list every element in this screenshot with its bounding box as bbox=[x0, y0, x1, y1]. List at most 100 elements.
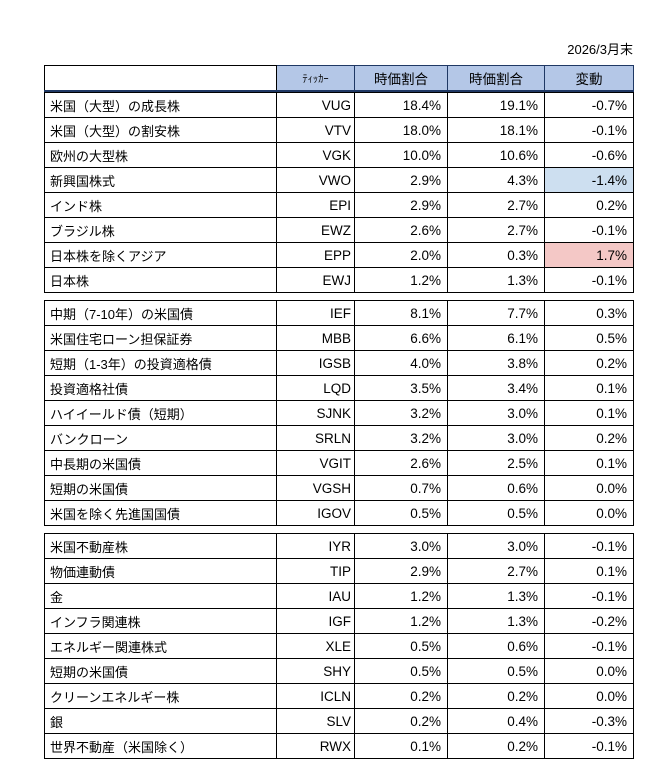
weight-previous-cell: 10.6% bbox=[447, 142, 545, 168]
change-cell: 0.2% bbox=[544, 350, 634, 376]
table-row: 米国を除く先進国国債 IGOV 0.5% 0.5% 0.0% bbox=[44, 500, 634, 526]
weight-previous-cell: 2.5% bbox=[447, 450, 545, 476]
weight-previous-cell: 1.3% bbox=[447, 267, 545, 293]
weight-previous-cell: 3.8% bbox=[447, 350, 545, 376]
weight-current-cell: 2.9% bbox=[354, 192, 448, 218]
asset-name-cell: 世界不動産（米国除く） bbox=[44, 733, 277, 759]
ticker-cell: VGSH bbox=[276, 475, 355, 501]
ticker-cell: RWX bbox=[276, 733, 355, 759]
table-row: エネルギー関連株式 XLE 0.5% 0.6% -0.1% bbox=[44, 633, 634, 659]
change-cell: -0.1% bbox=[544, 533, 634, 559]
asset-name-cell: ブラジル株 bbox=[44, 217, 277, 243]
table-row: 米国不動産株 IYR 3.0% 3.0% -0.1% bbox=[44, 533, 634, 559]
asset-name-cell: 米国住宅ローン担保証券 bbox=[44, 325, 277, 351]
change-cell: 0.5% bbox=[544, 325, 634, 351]
ticker-cell: VGK bbox=[276, 142, 355, 168]
weight-current-cell: 18.0% bbox=[354, 117, 448, 143]
asset-name-cell: 投資適格社債 bbox=[44, 375, 277, 401]
weight-current-cell: 10.0% bbox=[354, 142, 448, 168]
weight-current-cell: 2.6% bbox=[354, 450, 448, 476]
asset-name-cell: 中長期の米国債 bbox=[44, 450, 277, 476]
ticker-cell: TIP bbox=[276, 558, 355, 584]
change-cell: -0.1% bbox=[544, 583, 634, 609]
weight-previous-cell: 0.6% bbox=[447, 633, 545, 659]
weight-previous-cell: 3.0% bbox=[447, 533, 545, 559]
table-row: 米国住宅ローン担保証券 MBB 6.6% 6.1% 0.5% bbox=[44, 325, 634, 351]
weight-previous-cell: 1.3% bbox=[447, 583, 545, 609]
asset-name-cell: クリーンエネルギー株 bbox=[44, 683, 277, 709]
table-row: 金 IAU 1.2% 1.3% -0.1% bbox=[44, 583, 634, 609]
change-cell: -0.1% bbox=[544, 217, 634, 243]
table-row: 中長期の米国債 VGIT 2.6% 2.5% 0.1% bbox=[44, 450, 634, 476]
weight-current-cell: 6.6% bbox=[354, 325, 448, 351]
weight-current-cell: 0.1% bbox=[354, 733, 448, 759]
change-cell: 1.7% bbox=[544, 242, 634, 268]
weight-current-cell: 1.2% bbox=[354, 608, 448, 634]
change-cell: 0.0% bbox=[544, 683, 634, 709]
asset-name-cell: 短期の米国債 bbox=[44, 658, 277, 684]
weight-previous-cell: 0.2% bbox=[447, 683, 545, 709]
change-cell: -0.3% bbox=[544, 708, 634, 734]
asset-name-cell: 短期の米国債 bbox=[44, 475, 277, 501]
header-empty-cell bbox=[44, 65, 277, 92]
asset-name-cell: 米国（大型）の割安株 bbox=[44, 117, 277, 143]
weight-current-cell: 8.1% bbox=[354, 300, 448, 326]
ticker-cell: EPI bbox=[276, 192, 355, 218]
ticker-cell: SHY bbox=[276, 658, 355, 684]
table-row: 短期の米国債 VGSH 0.7% 0.6% 0.0% bbox=[44, 475, 634, 501]
table-row: 物価連動債 TIP 2.9% 2.7% 0.1% bbox=[44, 558, 634, 584]
asset-name-cell: 銀 bbox=[44, 708, 277, 734]
weight-current-cell: 0.7% bbox=[354, 475, 448, 501]
weight-previous-cell: 0.2% bbox=[447, 733, 545, 759]
table-row: 新興国株式 VWO 2.9% 4.3% -1.4% bbox=[44, 167, 634, 193]
ticker-cell: SRLN bbox=[276, 425, 355, 451]
weight-previous-cell: 3.0% bbox=[447, 425, 545, 451]
ticker-cell: VGIT bbox=[276, 450, 355, 476]
table-row: バンクローン SRLN 3.2% 3.0% 0.2% bbox=[44, 425, 634, 451]
asset-section-alternatives: 米国不動産株 IYR 3.0% 3.0% -0.1% 物価連動債 TIP 2.9% 2.7% 0.… bbox=[44, 533, 634, 759]
ticker-cell: IEF bbox=[276, 300, 355, 326]
weight-current-cell: 0.2% bbox=[354, 708, 448, 734]
asset-name-cell: 物価連動債 bbox=[44, 558, 277, 584]
table-row: 米国（大型）の成長株 VUG 18.4% 19.1% -0.7% bbox=[44, 92, 634, 118]
weight-previous-cell: 2.7% bbox=[447, 558, 545, 584]
ticker-cell: SJNK bbox=[276, 400, 355, 426]
asset-name-cell: 米国（大型）の成長株 bbox=[44, 92, 277, 118]
weight-previous-cell: 18.1% bbox=[447, 117, 545, 143]
table-row: 日本株を除くアジア EPP 2.0% 0.3% 1.7% bbox=[44, 242, 634, 268]
change-cell: 0.0% bbox=[544, 658, 634, 684]
change-cell: 0.2% bbox=[544, 425, 634, 451]
weight-previous-cell: 0.5% bbox=[447, 658, 545, 684]
ticker-cell: MBB bbox=[276, 325, 355, 351]
weight-current-cell: 0.5% bbox=[354, 633, 448, 659]
table-row: 銀 SLV 0.2% 0.4% -0.3% bbox=[44, 708, 634, 734]
ticker-cell: SLV bbox=[276, 708, 355, 734]
change-cell: 0.1% bbox=[544, 558, 634, 584]
ticker-cell: VUG bbox=[276, 92, 355, 118]
asset-name-cell: インド株 bbox=[44, 192, 277, 218]
weight-previous-cell: 4.3% bbox=[447, 167, 545, 193]
weight-current-cell: 3.2% bbox=[354, 400, 448, 426]
change-cell: -0.2% bbox=[544, 608, 634, 634]
weight-previous-cell: 0.5% bbox=[447, 500, 545, 526]
weight-current-cell: 2.6% bbox=[354, 217, 448, 243]
ticker-cell: EPP bbox=[276, 242, 355, 268]
change-cell: -0.1% bbox=[544, 633, 634, 659]
weight-current-cell: 2.0% bbox=[354, 242, 448, 268]
asset-name-cell: インフラ関連株 bbox=[44, 608, 277, 634]
table-row: インフラ関連株 IGF 1.2% 1.3% -0.2% bbox=[44, 608, 634, 634]
change-cell: 0.1% bbox=[544, 450, 634, 476]
ticker-cell: XLE bbox=[276, 633, 355, 659]
asset-section-bonds: 中期（7-10年）の米国債 IEF 8.1% 7.7% 0.3% 米国住宅ローン担保証券 M… bbox=[44, 300, 634, 526]
change-cell: 0.2% bbox=[544, 192, 634, 218]
asset-name-cell: 欧州の大型株 bbox=[44, 142, 277, 168]
table-row: 中期（7-10年）の米国債 IEF 8.1% 7.7% 0.3% bbox=[44, 300, 634, 326]
change-cell: -0.1% bbox=[544, 117, 634, 143]
change-cell: 0.3% bbox=[544, 300, 634, 326]
weight-previous-cell: 0.3% bbox=[447, 242, 545, 268]
change-cell: -0.6% bbox=[544, 142, 634, 168]
header-change: 変動 bbox=[544, 65, 634, 92]
weight-current-cell: 1.2% bbox=[354, 267, 448, 293]
header-weight-current: 時価割合 bbox=[354, 65, 448, 92]
